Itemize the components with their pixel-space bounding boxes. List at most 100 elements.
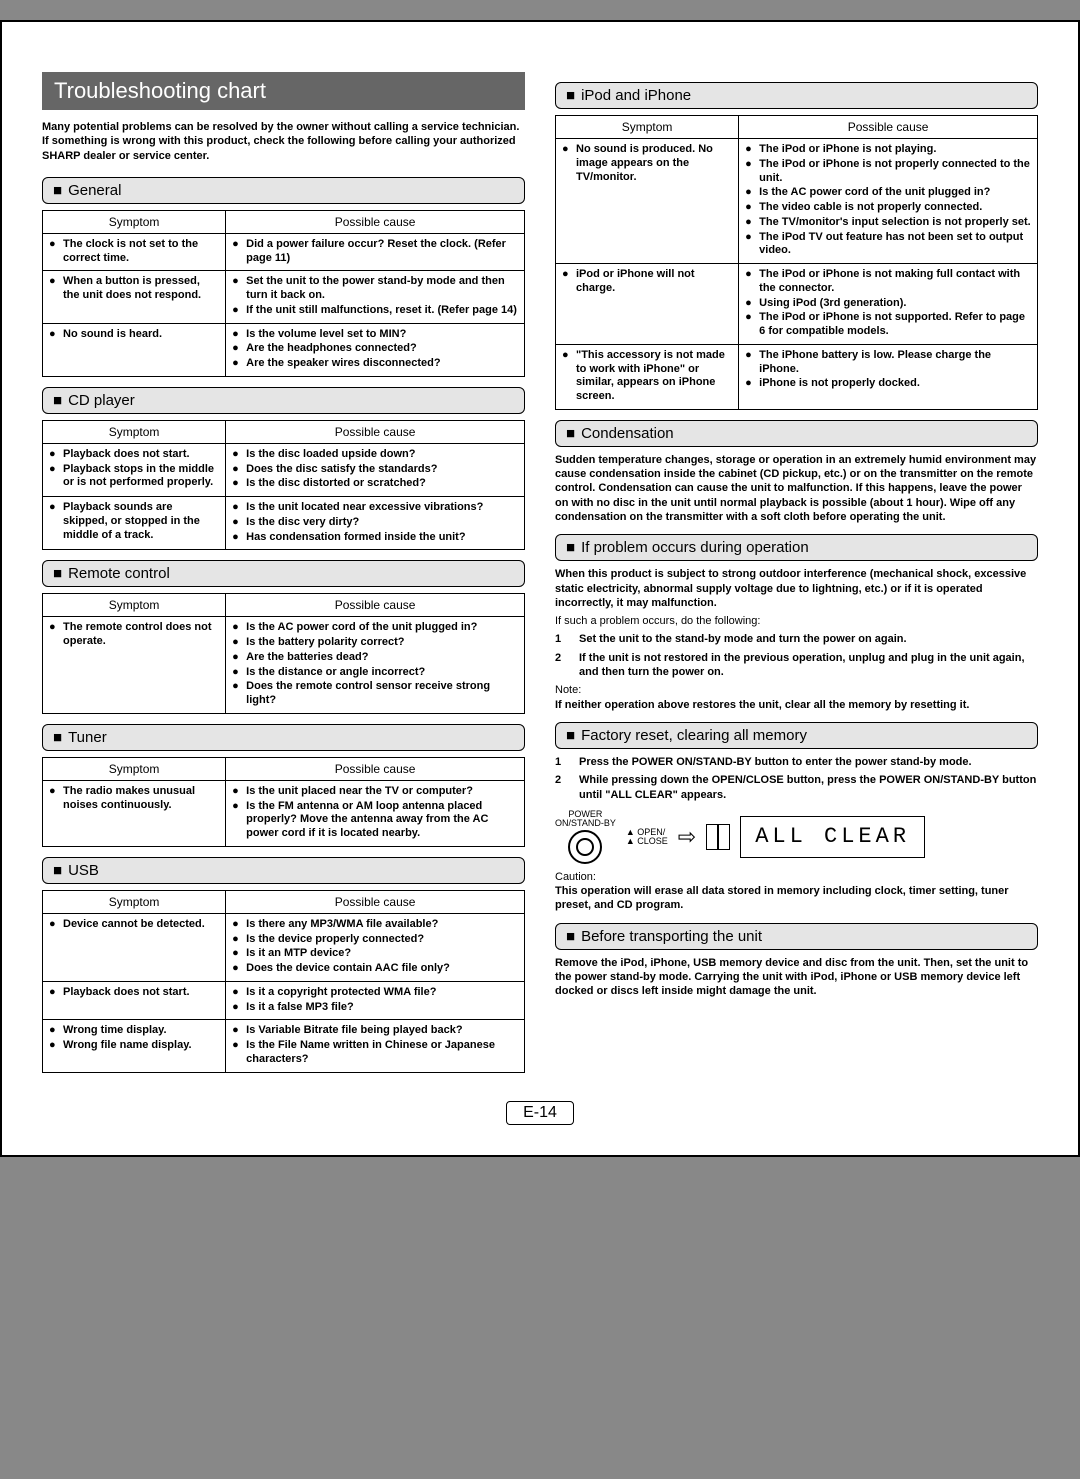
bullet-icon: ● [232,986,242,1000]
bullet-icon: ■ [566,87,575,104]
bullet-text: Is the volume level set to MIN? [246,328,518,342]
trouble-table-ipod-iphone: SymptomPossible cause●No sound is produc… [555,115,1038,410]
bullet-icon: ● [232,328,242,342]
note-label: Note: [555,683,1038,697]
caution-text: This operation will erase all data store… [555,884,1038,913]
right-column: ■ iPod and iPhone SymptomPossible cause●No… [555,72,1038,1081]
section-header-general: ■General [42,177,525,204]
bullet-text: The iPhone battery is low. Please charge… [759,349,1031,377]
table-cell: ●Is the unit located near excessive vibr… [226,497,525,550]
table-row: ●Playback sounds are skipped, or stopped… [43,497,525,550]
table-cell: ●Wrong time display.●Wrong file name dis… [43,1020,226,1072]
bullet-icon: ● [49,1039,59,1053]
bullet-icon: ● [232,947,242,961]
bullet-icon: ● [745,158,755,186]
bullet-text: Did a power failure occur? Reset the clo… [246,238,518,266]
bullet-icon: ● [232,918,242,932]
section-header-condensation: ■ Condensation [555,420,1038,447]
bullet-icon: ● [49,1024,59,1038]
bullet-icon: ● [232,933,242,947]
bullet-icon: ● [49,328,59,342]
col-header-cause: Possible cause [226,594,525,617]
intro-line: If something is wrong with this product,… [42,134,525,163]
section-header-remote-control: ■ Remote control [42,560,525,587]
bullet-text: "This accessory is not made to work with… [576,349,732,404]
bullet-text: The video cable is not properly connecte… [759,201,1031,215]
bullet-text: Does the disc satisfy the standards? [246,463,518,477]
bullet-icon: ● [562,349,572,404]
bullet-icon: ● [232,275,242,303]
table-row: ●When a button is pressed, the unit does… [43,271,525,323]
table-cell: ● Is there any MP3/WMA file available? ● Is… [226,913,525,981]
bullet-icon: ● [232,962,242,976]
table-cell: ●No sound is produced. No image appears … [556,139,739,264]
table-cell: ●Playback does not start. [43,981,226,1020]
bullet-icon: ■ [566,425,575,442]
bullet-icon: ■ [53,565,62,582]
section-title: Factory reset, clearing all memory [581,727,807,744]
button-icons [706,824,730,850]
bullet-icon: ● [49,785,59,813]
manual-page: Troubleshooting chart Many potential pro… [0,20,1080,1157]
bullet-icon: ■ [53,729,62,746]
bullet-text: No sound is heard. [63,328,219,342]
bullet-text: Is there any MP3/WMA file available? [246,918,518,932]
bullet-icon: ● [562,143,572,184]
reset-diagram: POWER ON/STAND-BY ▲ OPEN/ ▲ CLOSE ⇨ [555,810,1038,864]
table-row: ●"This accessory is not made to work wit… [556,344,1038,409]
arrow-icon: ⇨ [678,823,696,852]
section-title: USB [68,862,99,879]
page-title: Troubleshooting chart [42,72,525,110]
section-title: CD player [68,392,135,409]
caution-label: Caution: [555,870,1038,884]
trouble-table-remote-control: SymptomPossible cause●The remote control… [42,593,525,714]
bullet-icon: ● [745,311,755,339]
bullet-text: Does the remote control sensor receive s… [246,680,518,708]
bullet-icon: ● [49,621,59,649]
bullet-text: Using iPod (3rd generation). [759,297,1031,311]
bullet-text: Set the unit to the power stand-by mode … [246,275,518,303]
bullet-icon: ■ [53,182,62,199]
section-title: Before transporting the unit [581,928,762,945]
bullet-icon: ● [745,186,755,200]
bullet-icon: ● [232,666,242,680]
table-row: ●The radio makes unusual noises continuo… [43,780,525,846]
note-text: If neither operation above restores the … [555,698,1038,712]
table-row: ●Playback does not start.●Playback stops… [43,443,525,496]
table-cell: ●"This accessory is not made to work wit… [556,344,739,409]
bullet-icon: ● [562,268,572,296]
bullet-icon: ● [232,516,242,530]
problem-body: When this product is subject to strong o… [555,567,1038,712]
bullet-text: Is the battery polarity correct? [246,636,518,650]
bullet-text: Is the device properly connected? [246,933,518,947]
bullet-icon: ● [49,448,59,462]
bullet-icon: ● [745,297,755,311]
table-cell: ●The iPod or iPhone is not playing.●The … [739,139,1038,264]
trouble-table-tuner: SymptomPossible cause●The radio makes un… [42,757,525,847]
section-title: iPod and iPhone [581,87,691,104]
trouble-table-usb: SymptomPossible cause●Device cannot be d… [42,890,525,1073]
bullet-icon: ● [745,216,755,230]
col-header-symptom: Symptom [43,210,226,233]
table-cell: ●Device cannot be detected. [43,913,226,981]
bullet-icon: ● [232,304,242,318]
section-header-usb: ■USB [42,857,525,884]
bullet-text: The radio makes unusual noises continuou… [63,785,219,813]
section-title: Remote control [68,565,170,582]
bullet-icon: ■ [566,928,575,945]
table-row: ● No sound is heard. ● Is the volume level … [43,323,525,376]
table-row: ●The clock is not set to the correct tim… [43,233,525,271]
intro-line: Many potential problems can be resolved … [42,120,525,134]
intro-text: Many potential problems can be resolved … [42,120,525,163]
bullet-text: iPod or iPhone will not charge. [576,268,732,296]
table-row: ●No sound is produced. No image appears … [556,139,1038,264]
section-title: Tuner [68,729,107,746]
bullet-text: The iPod or iPhone is not properly conne… [759,158,1031,186]
problem-steps: 1Set the unit to the stand-by mode and t… [555,632,1038,679]
table-row: ●The remote control does not operate.●Is… [43,617,525,714]
bullet-text: Has condensation formed inside the unit? [246,531,518,545]
col-header-cause: Possible cause [226,890,525,913]
left-column: Troubleshooting chart Many potential pro… [42,72,525,1081]
bullet-text: Playback stops in the middle or is not p… [63,463,219,491]
col-header-cause: Possible cause [226,210,525,233]
